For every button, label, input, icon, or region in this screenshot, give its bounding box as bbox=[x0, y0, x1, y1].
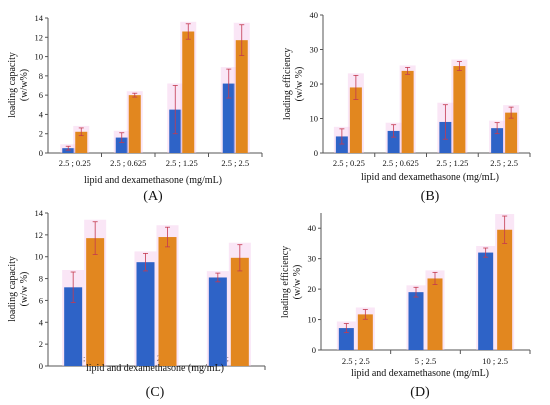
bar-series-1 bbox=[62, 148, 75, 153]
bar-series-2 bbox=[86, 238, 105, 366]
y-axis-title: loading efficiency(w/w %) bbox=[282, 48, 305, 120]
y-tick-label: 12 bbox=[35, 32, 44, 42]
bar-series-1 bbox=[115, 137, 128, 153]
x-axis-title: lipid and dexamethasone (mg/mL) bbox=[86, 363, 224, 374]
chart-panel-3: 0 2 4 6 8 10 12 14 2.5 ; 2.5 5 ; 2.5 10 ; 2.5lipid… bbox=[7, 208, 266, 400]
bar-series-2 bbox=[427, 278, 443, 350]
y-tick-label: 14 bbox=[35, 208, 44, 218]
x-category-label: 2.5 ; 0.625 bbox=[382, 158, 418, 168]
y-tick-label: 8 bbox=[39, 71, 43, 81]
y-tick-label: 2 bbox=[39, 339, 43, 349]
chart-panel-2: 0 10 20 30 40 2.5 ; 0.25 2.5 ; 0.625 2.5 ; 1.25… bbox=[282, 10, 531, 204]
bar-series-1 bbox=[335, 136, 348, 153]
panel-label: (A) bbox=[143, 189, 163, 204]
y-tick-label: 30 bbox=[310, 45, 319, 55]
y-tick-label: 0 bbox=[39, 148, 43, 158]
bar-series-2 bbox=[235, 40, 248, 153]
bar-series-1 bbox=[208, 277, 227, 366]
y-tick-label: 14 bbox=[35, 13, 44, 23]
bar-series-2 bbox=[349, 87, 362, 153]
y-tick-label: 40 bbox=[308, 223, 317, 233]
bar-series-2 bbox=[357, 314, 373, 350]
panel-label: (B) bbox=[421, 189, 440, 204]
y-tick-label: 6 bbox=[39, 295, 43, 305]
y-axis-title: loading capacity(w/w%) bbox=[7, 52, 30, 118]
x-category-label: 2.5 ; 2.5 bbox=[221, 158, 249, 168]
x-category-label: 2.5 ; 0.25 bbox=[333, 158, 365, 168]
bar-series-2 bbox=[230, 257, 249, 366]
y-tick-label: 10 bbox=[310, 114, 319, 124]
x-category-label: 2.5 ; 0.25 bbox=[59, 158, 91, 168]
x-axis-title: lipid and dexamethasone (mg/mL) bbox=[361, 172, 499, 183]
bar-series-2 bbox=[401, 70, 414, 153]
x-category-label: 2.5 ; 2.5 bbox=[490, 158, 518, 168]
y-tick-label: 40 bbox=[310, 10, 319, 20]
bar-series-2 bbox=[497, 229, 513, 350]
panel-label: (C) bbox=[146, 385, 165, 400]
y-tick-label: 0 bbox=[312, 345, 316, 355]
bar-series-1 bbox=[491, 128, 504, 153]
bar-series-1 bbox=[136, 262, 155, 366]
x-category-label: 2.5 ; 2.5 bbox=[342, 356, 370, 366]
x-category-label: 10 ; 2.5 bbox=[482, 356, 508, 366]
x-axis-title: lipid and dexamethasone (mg/mL) bbox=[351, 368, 489, 379]
bar-series-1 bbox=[408, 292, 424, 350]
y-tick-label: 10 bbox=[35, 52, 44, 62]
y-tick-label: 6 bbox=[39, 90, 43, 100]
y-axis-title: loading capacity(w/w %) bbox=[7, 256, 30, 322]
bar-series-2 bbox=[128, 95, 141, 153]
y-tick-label: 4 bbox=[39, 317, 44, 327]
bar-series-2 bbox=[505, 112, 518, 153]
y-tick-label: 0 bbox=[39, 361, 43, 371]
x-axis-title: lipid and dexamethasone (mg/mL) bbox=[84, 175, 222, 186]
y-tick-label: 2 bbox=[39, 129, 43, 139]
y-tick-label: 30 bbox=[308, 254, 317, 264]
x-category-label: 5 ; 2.5 bbox=[146, 353, 168, 363]
x-category-label: 2.5 ; 1.25 bbox=[436, 158, 468, 168]
x-category-label: 2.5 ; 2.5 bbox=[70, 353, 98, 363]
bar-series-2 bbox=[453, 66, 466, 153]
y-tick-label: 12 bbox=[35, 230, 44, 240]
bar-series-1 bbox=[387, 130, 400, 153]
y-tick-label: 10 bbox=[35, 252, 44, 262]
y-tick-label: 0 bbox=[314, 148, 318, 158]
x-category-label: 5 ; 2.5 bbox=[415, 356, 437, 366]
bar-series-1 bbox=[478, 252, 494, 350]
bar-series-2 bbox=[75, 131, 88, 153]
x-category-label: 10 ; 2.5 bbox=[216, 353, 242, 363]
x-category-label: 2.5 ; 1.25 bbox=[166, 158, 198, 168]
bar-series-1 bbox=[222, 83, 235, 153]
bar-series-1 bbox=[64, 287, 83, 366]
panel-label: (D) bbox=[410, 385, 430, 400]
y-tick-label: 8 bbox=[39, 274, 43, 284]
x-category-label: 2.5 ; 0.625 bbox=[110, 158, 146, 168]
y-tick-label: 20 bbox=[310, 79, 319, 89]
y-axis-title: loading efficiency(w/w %) bbox=[280, 246, 303, 318]
chart-panel-1: 0 2 4 6 8 10 12 14 2.5 ; 0.25 2.5 ; 0.625 2.5 ; 1.… bbox=[7, 13, 263, 204]
y-tick-label: 10 bbox=[308, 315, 317, 325]
y-tick-label: 20 bbox=[308, 284, 317, 294]
y-tick-label: 4 bbox=[39, 109, 44, 119]
chart-panel-4: 0 10 20 30 40 2.5 ; 2.5 5 ; 2.5 10 ; 2.5 lipid a… bbox=[280, 213, 531, 400]
bar-series-2 bbox=[158, 237, 177, 366]
bar-series-2 bbox=[182, 31, 195, 153]
bar-series-1 bbox=[338, 328, 354, 350]
